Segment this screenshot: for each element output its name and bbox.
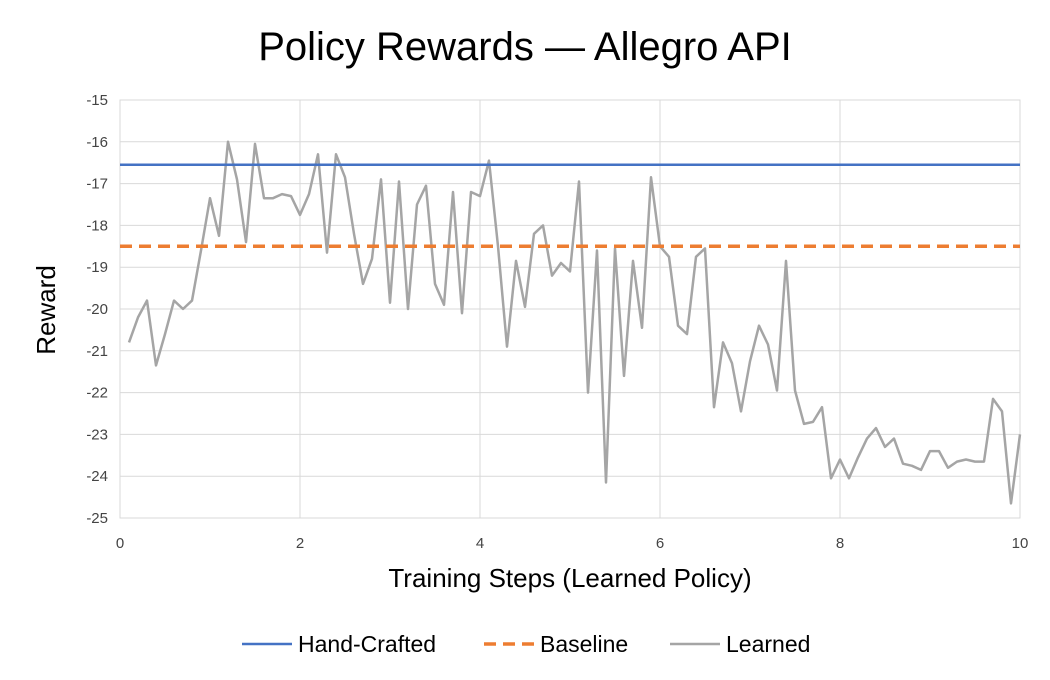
- x-tick-label: 10: [1012, 535, 1029, 552]
- grid: [119, 99, 1021, 519]
- y-tick-label: -15: [86, 92, 108, 109]
- x-tick-label: 8: [836, 535, 844, 552]
- chart-title: Policy Rewards — Allegro API: [258, 25, 792, 69]
- x-axis-title: Training Steps (Learned Policy): [388, 563, 751, 593]
- y-tick-label: -18: [86, 217, 108, 234]
- y-tick-label: -19: [86, 259, 108, 276]
- y-tick-label: -25: [86, 510, 108, 527]
- y-tick-label: -17: [86, 176, 108, 193]
- y-tick-label: -24: [86, 468, 108, 485]
- x-tick-label: 4: [476, 535, 484, 552]
- y-tick-label: -21: [86, 343, 108, 360]
- y-axis-title: Reward: [31, 265, 61, 355]
- legend-label: Baseline: [540, 631, 628, 657]
- y-tick-label: -16: [86, 134, 108, 151]
- legend-label: Learned: [726, 631, 810, 657]
- tick-labels: -15 -16 -17 -18 -19 -20 -21 -22 -23 -24 -25 0 2 4 6 8 10: [86, 92, 1028, 552]
- x-tick-label: 6: [656, 535, 664, 552]
- x-tick-label: 2: [296, 535, 304, 552]
- y-tick-label: -22: [86, 385, 108, 402]
- series-group: [120, 140, 1022, 505]
- series-line-learned: [127, 140, 1022, 505]
- legend-label: Hand-Crafted: [298, 631, 436, 657]
- x-tick-label: 0: [116, 535, 124, 552]
- legend: Hand-Crafted Baseline Learned: [242, 631, 810, 657]
- y-tick-label: -23: [86, 426, 108, 443]
- y-tick-label: -20: [86, 301, 108, 318]
